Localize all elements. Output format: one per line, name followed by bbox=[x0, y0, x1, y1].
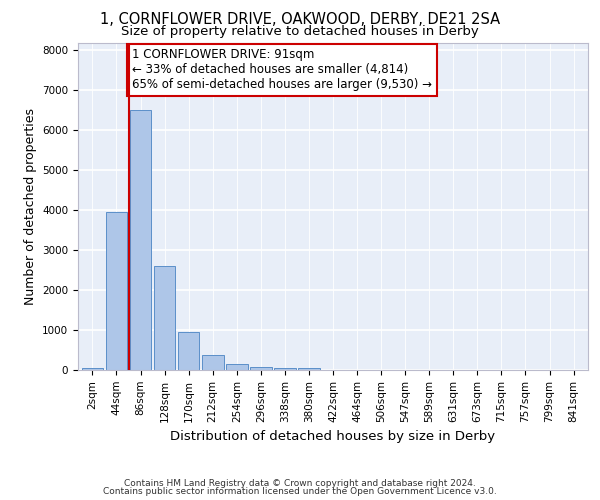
Bar bbox=[250, 367, 272, 370]
Bar bbox=[274, 368, 296, 370]
Text: Contains HM Land Registry data © Crown copyright and database right 2024.: Contains HM Land Registry data © Crown c… bbox=[124, 478, 476, 488]
Bar bbox=[226, 364, 248, 370]
Text: Contains public sector information licensed under the Open Government Licence v3: Contains public sector information licen… bbox=[103, 487, 497, 496]
Bar bbox=[154, 266, 175, 370]
Text: 1 CORNFLOWER DRIVE: 91sqm
← 33% of detached houses are smaller (4,814)
65% of se: 1 CORNFLOWER DRIVE: 91sqm ← 33% of detac… bbox=[132, 48, 432, 92]
Bar bbox=[130, 110, 151, 370]
X-axis label: Distribution of detached houses by size in Derby: Distribution of detached houses by size … bbox=[170, 430, 496, 443]
Text: 1, CORNFLOWER DRIVE, OAKWOOD, DERBY, DE21 2SA: 1, CORNFLOWER DRIVE, OAKWOOD, DERBY, DE2… bbox=[100, 12, 500, 28]
Bar bbox=[298, 368, 320, 370]
Text: Size of property relative to detached houses in Derby: Size of property relative to detached ho… bbox=[121, 25, 479, 38]
Bar bbox=[82, 368, 103, 370]
Bar bbox=[106, 212, 127, 370]
Y-axis label: Number of detached properties: Number of detached properties bbox=[23, 108, 37, 304]
Bar bbox=[178, 332, 199, 370]
Bar bbox=[202, 355, 224, 370]
